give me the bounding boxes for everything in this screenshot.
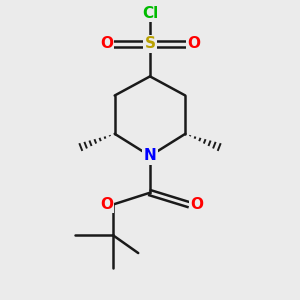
Text: S: S: [145, 37, 155, 52]
Text: O: O: [100, 197, 113, 212]
Text: O: O: [100, 37, 113, 52]
Text: N: N: [144, 148, 156, 164]
Text: Cl: Cl: [142, 6, 158, 21]
Text: O: O: [187, 37, 200, 52]
Text: O: O: [190, 197, 203, 212]
